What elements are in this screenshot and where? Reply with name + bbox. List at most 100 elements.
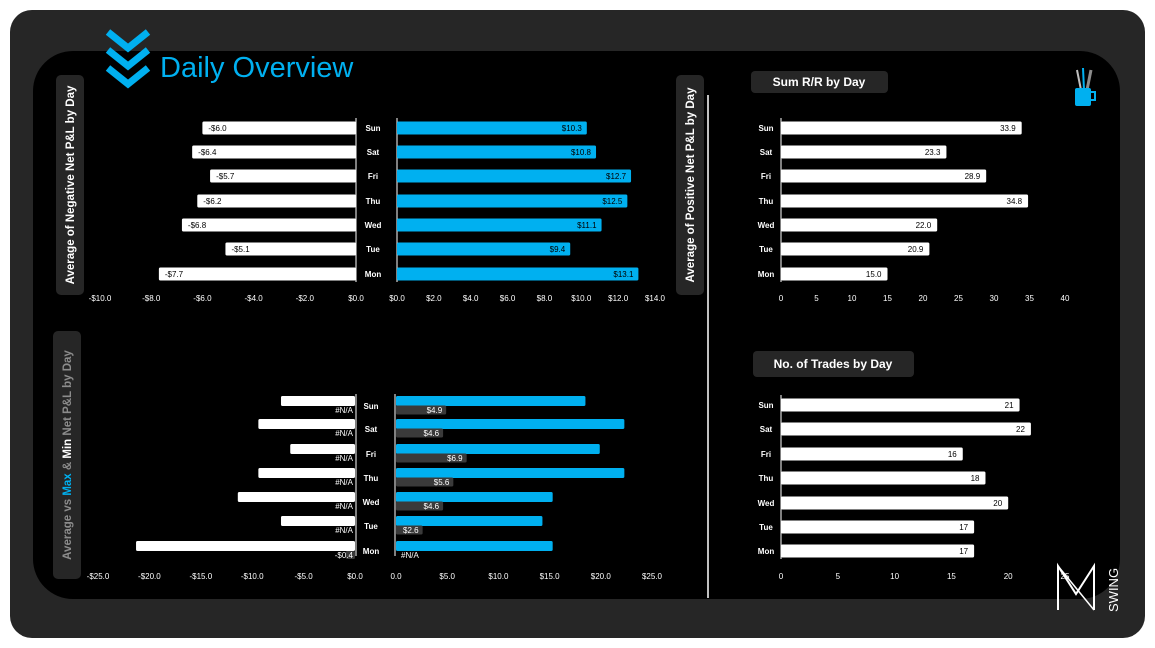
min-label-Tue: #N/A — [335, 526, 353, 535]
neg-label-Mon: -$7.7 — [165, 270, 184, 279]
trades-label-Sat: 22 — [1016, 425, 1025, 434]
pos-tick-2: $4.0 — [463, 294, 479, 303]
max-tick-5: $25.0 — [642, 572, 663, 581]
trades-day-Sat: Sat — [760, 425, 773, 434]
min-label-Wed: #N/A — [335, 502, 353, 511]
rr-tick-6: 30 — [990, 294, 999, 303]
neg-bar-Fri — [210, 169, 356, 183]
rr-bar-Sat — [781, 145, 947, 159]
trades-tick-1: 5 — [836, 572, 841, 581]
max-tick-1: $5.0 — [439, 572, 455, 581]
max-bar-Thu — [396, 468, 625, 478]
day-label-top-Wed: Wed — [365, 221, 382, 230]
day-label-bottom-Fri: Fri — [366, 450, 376, 459]
neg-label-Wed: -$6.8 — [188, 221, 207, 230]
min-tick-3: -$10.0 — [241, 572, 264, 581]
avg-label-Fri: $6.9 — [447, 454, 463, 463]
max-tick-3: $15.0 — [540, 572, 561, 581]
rr-label-Wed: 22.0 — [916, 221, 932, 230]
rr-bar-Mon — [781, 267, 888, 281]
max-bar-Sat — [396, 419, 625, 429]
min-tick-5: $0.0 — [347, 572, 363, 581]
pos-tick-5: $10.0 — [571, 294, 592, 303]
pos-label-Tue: $9.4 — [550, 245, 566, 254]
pos-bar-Sun — [397, 121, 587, 135]
pos-label-Fri: $12.7 — [606, 172, 627, 181]
rr-bar-Fri — [781, 169, 987, 183]
trades-tick-3: 15 — [947, 572, 956, 581]
min-bar-Mon — [136, 541, 355, 551]
pos-label-Wed: $11.1 — [577, 221, 597, 230]
pos-label-Sat: $10.8 — [571, 148, 592, 157]
pos-tick-3: $6.0 — [500, 294, 516, 303]
trades-day-Thu: Thu — [759, 474, 774, 483]
trades-bar-Wed — [781, 496, 1009, 510]
day-label-top-Sun: Sun — [365, 124, 380, 133]
avg-bar-Tue — [396, 525, 423, 535]
title-minmax-part-5: Net P&L by Day — [62, 350, 74, 439]
rr-bar-Wed — [781, 218, 938, 232]
trades-bar-Mon — [781, 544, 975, 558]
rr-day-Tue: Tue — [759, 245, 773, 254]
title-box-sum-rr — [751, 71, 888, 93]
min-bar-Sat — [258, 419, 355, 429]
trades-label-Fri: 16 — [948, 450, 957, 459]
pos-tick-0: $0.0 — [389, 294, 405, 303]
pos-label-Thu: $12.5 — [602, 197, 623, 206]
trades-bar-Tue — [781, 520, 975, 534]
chevron-down-stack-icon — [105, 29, 151, 89]
trades-day-Fri: Fri — [761, 450, 771, 459]
neg-bar-Sun — [202, 121, 356, 135]
rr-label-Thu: 34.8 — [1007, 197, 1023, 206]
title-minmax-part-3: & — [62, 459, 74, 474]
pos-bar-Wed — [397, 218, 602, 232]
day-label-top-Tue: Tue — [366, 245, 380, 254]
rr-tick-8: 40 — [1061, 294, 1070, 303]
trades-label-Tue: 17 — [959, 523, 968, 532]
pos-tick-7: $14.0 — [645, 294, 666, 303]
avg-bar-Wed — [396, 501, 444, 511]
rr-bar-Tue — [781, 242, 930, 256]
rr-bar-Sun — [781, 121, 1022, 135]
avg-label-Wed: $4.6 — [424, 502, 440, 511]
rr-tick-7: 35 — [1025, 294, 1034, 303]
max-tick-0: 0.0 — [390, 572, 402, 581]
min-label-Fri: #N/A — [335, 454, 353, 463]
day-label-top-Thu: Thu — [366, 197, 381, 206]
rr-day-Sat: Sat — [760, 148, 773, 157]
page-title: Daily Overview — [160, 52, 354, 84]
trades-label-Thu: 18 — [971, 474, 980, 483]
max-bar-Wed — [396, 492, 553, 502]
title-sum-rr: Sum R/R by Day — [773, 75, 866, 89]
min-bar-Tue — [280, 516, 355, 526]
avg-bar-Sat — [396, 428, 444, 438]
min-tick-2: -$15.0 — [189, 572, 212, 581]
pos-bar-Sat — [397, 145, 597, 159]
day-label-bottom-Tue: Tue — [364, 522, 378, 531]
trades-label-Sun: 21 — [1005, 401, 1014, 410]
day-label-bottom-Thu: Thu — [364, 474, 379, 483]
rr-day-Wed: Wed — [758, 221, 775, 230]
rr-label-Sat: 23.3 — [925, 148, 941, 157]
rr-tick-0: 0 — [779, 294, 784, 303]
max-bar-Sun — [396, 396, 586, 406]
pos-bar-Tue — [397, 242, 571, 256]
max-tick-2: $10.0 — [488, 572, 509, 581]
min-tick-0: -$25.0 — [87, 572, 110, 581]
avg-bar-Fri — [396, 453, 467, 463]
trades-bar-Sun — [781, 398, 1020, 412]
pos-bar-Mon — [397, 267, 639, 281]
title-box-positive — [676, 75, 704, 295]
trades-label-Mon: 17 — [959, 547, 968, 556]
neg-tick-0: -$10.0 — [89, 294, 112, 303]
max-bar-Tue — [396, 516, 543, 526]
avg-bar-Sun — [396, 405, 447, 415]
rr-day-Thu: Thu — [759, 197, 774, 206]
rr-tick-3: 15 — [883, 294, 892, 303]
day-label-top-Fri: Fri — [368, 172, 378, 181]
title-box-minmax — [53, 331, 81, 579]
day-label-bottom-Sat: Sat — [365, 425, 378, 434]
trades-day-Tue: Tue — [759, 523, 773, 532]
rr-bar-Thu — [781, 194, 1029, 208]
title-negative: Average of Negative Net P&L by Day — [65, 85, 77, 284]
